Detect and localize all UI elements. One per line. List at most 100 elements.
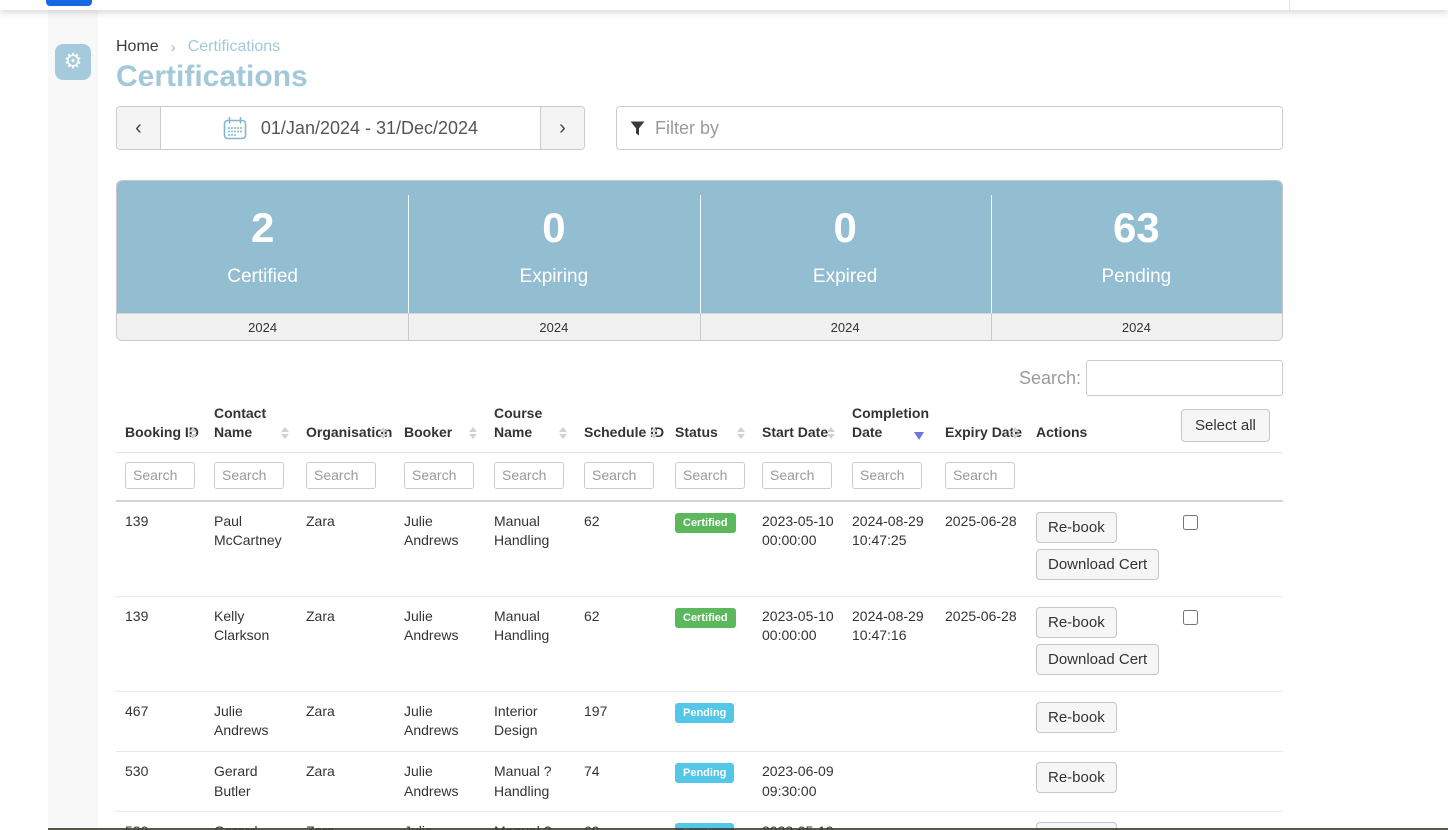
sort-icon xyxy=(469,426,477,439)
column-header-expiry-date[interactable]: Expiry Date xyxy=(936,400,1027,453)
column-header-completion-date[interactable]: Completion Date xyxy=(843,400,936,453)
cell-expiry-date xyxy=(936,691,1027,752)
cell-expiry-date: 2025-06-28 xyxy=(936,500,1027,597)
column-header-course-name[interactable]: Course Name xyxy=(485,400,575,453)
column-header-start-date[interactable]: Start Date xyxy=(753,400,843,453)
cell-booking-id: 530 xyxy=(116,811,205,830)
stat-pending-year: 2024 xyxy=(990,314,1282,340)
stat-expired[interactable]: 0 Expired xyxy=(699,181,991,313)
controls-row: ‹ 01/Ja xyxy=(116,106,1283,150)
breadcrumb-separator-icon: › xyxy=(170,38,176,56)
date-range-display[interactable]: 01/Jan/2024 - 31/Dec/2024 xyxy=(161,107,540,149)
cell-booker: Julie Andrews xyxy=(395,500,485,597)
cell-expiry-date xyxy=(936,751,1027,813)
column-search-organisation[interactable] xyxy=(306,461,376,489)
cell-booking-id: 139 xyxy=(116,596,205,692)
breadcrumb-home-link[interactable]: Home xyxy=(116,38,159,55)
column-search-booking-id[interactable] xyxy=(125,461,195,489)
status-badge: Pending xyxy=(675,762,735,784)
column-search-booker[interactable] xyxy=(404,461,474,489)
filter-bar xyxy=(616,106,1283,150)
certifications-table: Booking ID Contact Name Organisation Boo… xyxy=(116,400,1283,830)
cell-contact-name: Julie Andrews xyxy=(205,691,297,752)
settings-button[interactable]: ⚙ xyxy=(55,44,91,80)
column-header-organisation[interactable]: Organisation xyxy=(297,400,395,453)
table-row: 139 Paul McCartney Zara Julie Andrews Ma… xyxy=(116,500,1283,597)
cell-select xyxy=(1166,691,1283,752)
cell-status: Certified xyxy=(666,596,753,692)
sort-icon xyxy=(189,426,197,439)
cell-booker: Julie Andrews xyxy=(395,596,485,692)
cell-booking-id: 139 xyxy=(116,500,205,597)
sort-icon xyxy=(737,426,745,439)
select-all-button[interactable]: Select all xyxy=(1181,408,1270,442)
date-prev-button[interactable]: ‹ xyxy=(117,107,161,149)
cell-completion-date xyxy=(843,751,936,813)
column-search-start-date[interactable] xyxy=(762,461,832,489)
stat-certified[interactable]: 2 Certified xyxy=(117,181,408,313)
download-cert-button[interactable]: Download Cert xyxy=(1036,548,1160,580)
column-filter-row xyxy=(116,452,1283,502)
stat-certified-value: 2 xyxy=(250,203,275,251)
stat-expiring-value: 0 xyxy=(542,203,566,251)
stat-pending-value: 63 xyxy=(1113,203,1160,251)
column-search-schedule-id[interactable] xyxy=(584,461,654,489)
column-search-expiry-date[interactable] xyxy=(945,461,1015,489)
topbar-divider xyxy=(1289,0,1290,10)
top-tab-indicator[interactable] xyxy=(46,0,92,6)
stat-pending[interactable]: 63 Pending xyxy=(990,181,1282,313)
cell-start-date: 2023-06-09 09:30:00 xyxy=(753,751,843,813)
cell-start-date: 2023-05-10 00:00:00 xyxy=(753,596,843,692)
column-header-contact-name[interactable]: Contact Name xyxy=(205,400,297,453)
column-header-actions: Actions xyxy=(1027,400,1166,453)
cell-select xyxy=(1166,596,1283,692)
column-header-booker[interactable]: Booker xyxy=(395,400,485,453)
column-header-booking-id[interactable]: Booking ID xyxy=(116,400,205,453)
cell-contact-name: Gerard Butler xyxy=(205,811,297,830)
sort-icon xyxy=(650,426,658,439)
rebook-button[interactable]: Re-book xyxy=(1036,761,1117,793)
table-search-input[interactable] xyxy=(1086,360,1283,396)
stat-expired-label: Expired xyxy=(812,265,878,287)
cell-expiry-date: 2025-06-28 xyxy=(936,596,1027,692)
date-range-picker: ‹ 01/Ja xyxy=(116,106,585,150)
rebook-button[interactable]: Re-book xyxy=(1036,511,1117,543)
cell-schedule-id: 69 xyxy=(575,811,666,830)
column-header-schedule-id[interactable]: Schedule ID xyxy=(575,400,666,453)
cell-contact-name: Gerard Butler xyxy=(205,751,297,813)
stat-pending-label: Pending xyxy=(1101,265,1172,287)
cell-contact-name: Kelly Clarkson xyxy=(205,596,297,692)
column-search-completion-date[interactable] xyxy=(852,461,922,489)
row-checkbox[interactable] xyxy=(1183,514,1198,530)
column-search-contact-name[interactable] xyxy=(214,461,284,489)
top-bar xyxy=(0,0,1448,10)
sort-desc-icon xyxy=(914,431,924,440)
date-next-button[interactable]: › xyxy=(540,107,584,149)
table-row: 467 Julie Andrews Zara Julie Andrews Int… xyxy=(116,691,1283,752)
cell-course-name: Manual Handling xyxy=(485,500,575,597)
cell-contact-name: Paul McCartney xyxy=(205,500,297,597)
table-row: 139 Kelly Clarkson Zara Julie Andrews Ma… xyxy=(116,596,1283,692)
cell-organisation: Zara xyxy=(297,751,395,813)
cell-booking-id: 530 xyxy=(116,751,205,813)
column-search-course-name[interactable] xyxy=(494,461,564,489)
rebook-button[interactable]: Re-book xyxy=(1036,606,1117,638)
stat-expired-value: 0 xyxy=(833,203,857,251)
download-cert-button[interactable]: Download Cert xyxy=(1036,643,1160,675)
stat-expiring[interactable]: 0 Expiring xyxy=(408,181,699,313)
cell-course-name: Manual ? Handling xyxy=(485,811,575,830)
filter-input[interactable] xyxy=(653,116,1269,140)
stat-expiring-year: 2024 xyxy=(408,314,699,340)
cell-booker: Julie Andrews xyxy=(395,691,485,752)
column-search-status[interactable] xyxy=(675,461,745,489)
gear-icon: ⚙ xyxy=(63,50,83,73)
breadcrumb: Home › Certifications xyxy=(116,38,1283,56)
row-checkbox[interactable] xyxy=(1183,609,1198,625)
cell-organisation: Zara xyxy=(297,811,395,830)
column-header-status[interactable]: Status xyxy=(666,400,753,453)
cell-status: Pending xyxy=(666,691,753,752)
cell-schedule-id: 62 xyxy=(575,500,666,597)
rebook-button[interactable]: Re-book xyxy=(1036,701,1117,733)
status-badge: Certified xyxy=(675,607,736,629)
